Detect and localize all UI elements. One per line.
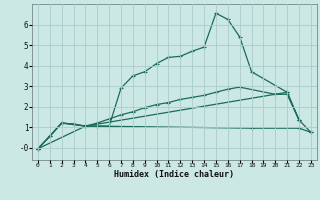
X-axis label: Humidex (Indice chaleur): Humidex (Indice chaleur) <box>115 170 234 179</box>
